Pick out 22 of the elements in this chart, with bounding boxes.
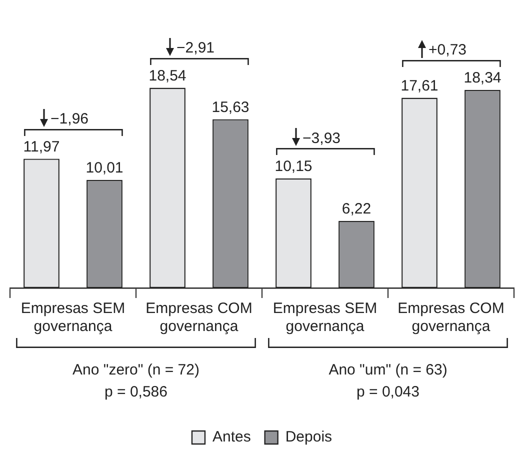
data-label: 15,63 (212, 98, 250, 116)
text: Ano "um" (n = 63) (328, 362, 448, 379)
text: p = 0,586 (104, 384, 168, 401)
x-tick-label: Empresas SEM governança (272, 300, 378, 336)
text: −2,91 (176, 39, 215, 56)
x-tick-label: Empresas COM governança (398, 300, 504, 336)
data-label: 17,61 (400, 77, 438, 94)
x-tick-label: Empresas COM governança (146, 300, 252, 336)
text: +0,73 (428, 42, 467, 59)
data-label: 18,54 (148, 67, 186, 84)
x-tick-label: Empresas SEM governança (20, 300, 126, 336)
legend-label: Antes (212, 428, 251, 446)
text: p = 0,043 (356, 384, 420, 401)
legend-label: Depois (285, 428, 332, 446)
data-label: 18,34 (464, 70, 502, 87)
text: Ano "zero" (n = 72) (72, 362, 200, 379)
data-label: 10,15 (274, 158, 312, 176)
annotation: −3,93 (302, 130, 341, 148)
data-label: 6,22 (342, 200, 372, 218)
data-label: 10,01 (86, 160, 124, 177)
data-label: 11,97 (23, 138, 60, 156)
annotation: −1,96 (50, 110, 89, 128)
